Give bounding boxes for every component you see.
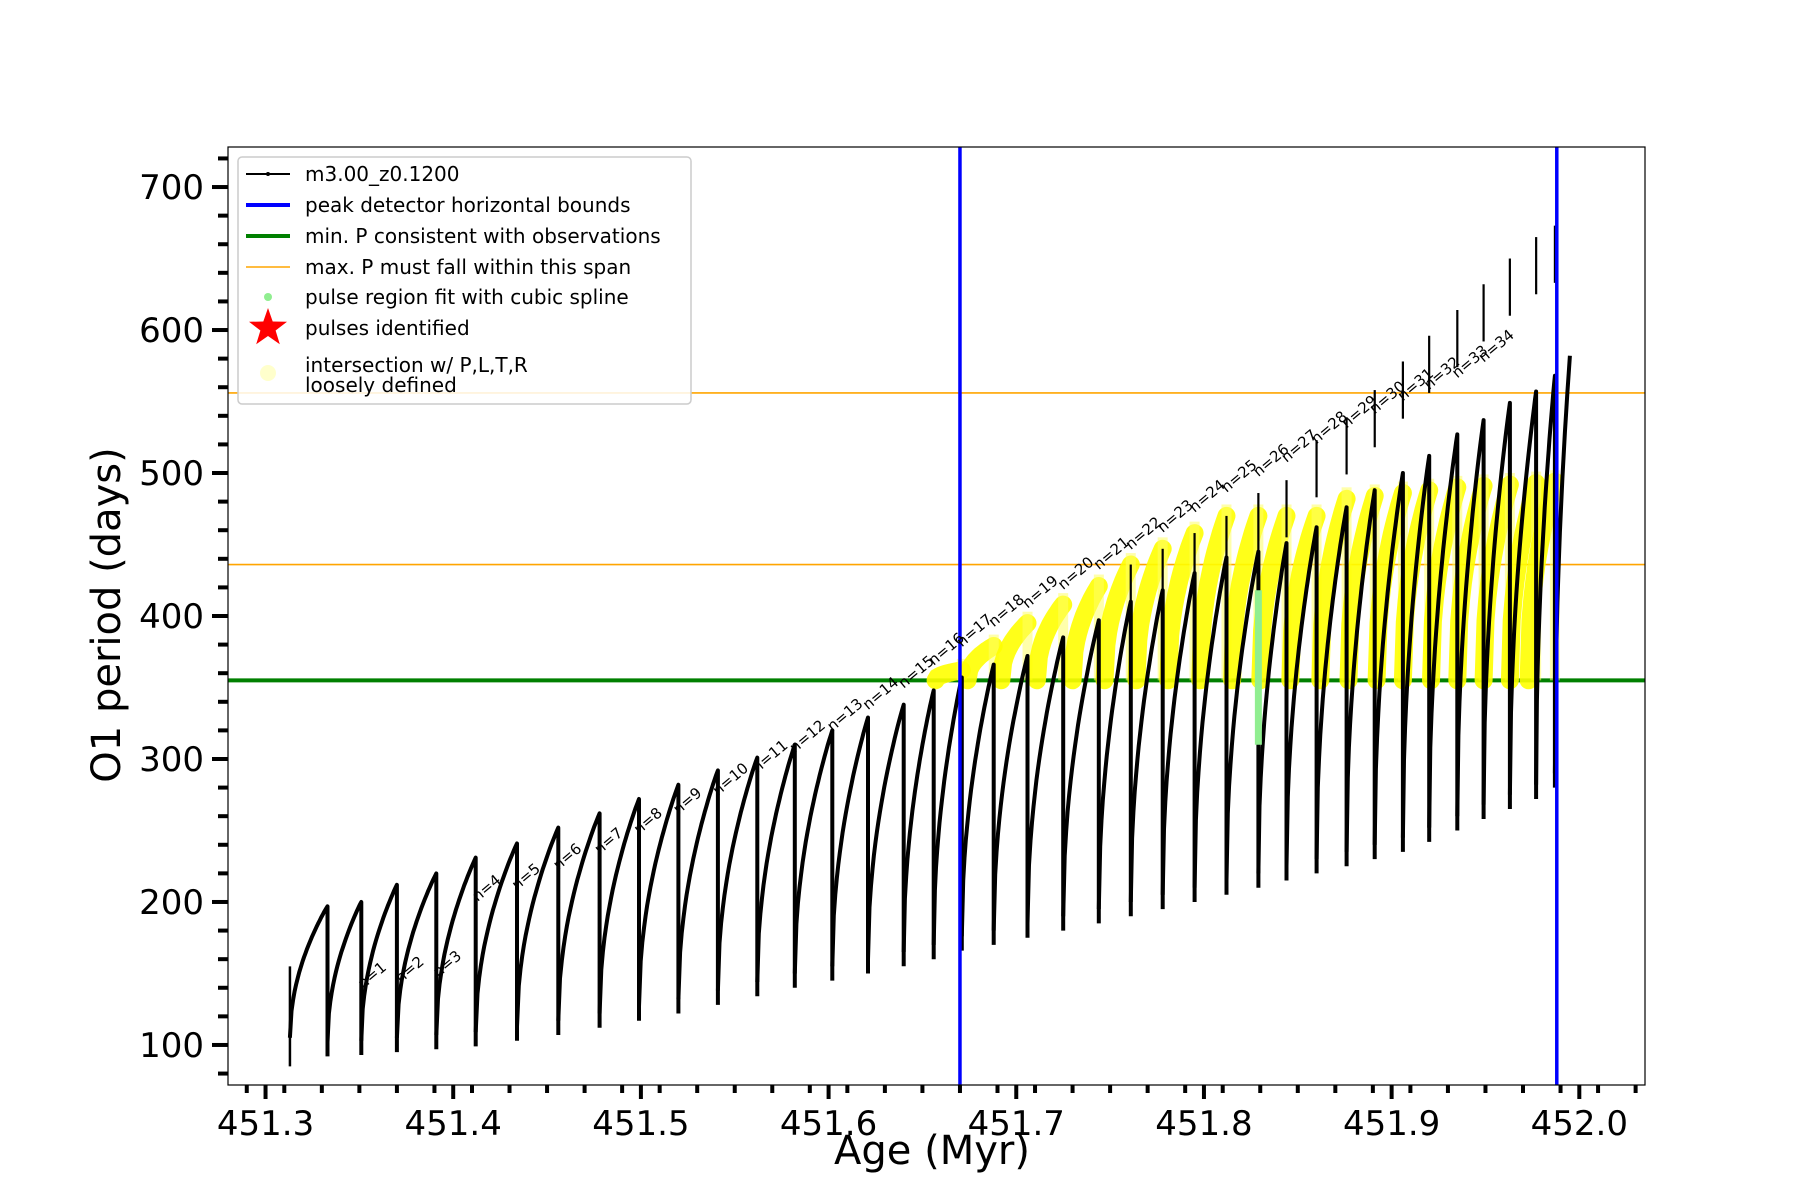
x-axis-label: Age (Myr) bbox=[834, 1128, 1030, 1174]
track-cycle-27 bbox=[1224, 549, 1261, 888]
track-cycle-38 bbox=[1534, 373, 1557, 788]
y-tick-label-3: 300 bbox=[139, 740, 204, 780]
track-cycle-17 bbox=[901, 688, 936, 960]
legend-label-4: max. P must fall within this span bbox=[305, 255, 631, 279]
track-cycle-19 bbox=[959, 662, 996, 945]
track-cycle-21 bbox=[1025, 635, 1066, 931]
track-cycle-26 bbox=[1192, 555, 1229, 895]
track-cycle-23 bbox=[1096, 599, 1133, 917]
x-tick-label-1: 451.3 bbox=[217, 1104, 314, 1144]
track-cycle-3 bbox=[359, 882, 399, 1053]
track-cycle-30 bbox=[1314, 505, 1349, 867]
legend-label-7-line2: loosely defined bbox=[305, 373, 457, 397]
x-tick-label-2: 451.4 bbox=[405, 1104, 502, 1144]
legend-marker-5 bbox=[264, 293, 272, 301]
track-cycle-16 bbox=[866, 702, 906, 967]
legend-label-5: pulse region fit with cubic spline bbox=[305, 285, 629, 309]
legend-label-2: peak detector horizontal bounds bbox=[305, 193, 631, 217]
legend-label-6: pulses identified bbox=[305, 316, 470, 340]
track-cycle-10 bbox=[637, 782, 681, 1014]
track-cycle-6 bbox=[473, 841, 519, 1041]
y-tick-label-6: 600 bbox=[139, 311, 204, 351]
yellow-spike-2 bbox=[988, 634, 999, 681]
track-cycle-1 bbox=[287, 904, 330, 1057]
track-cycle-25 bbox=[1160, 571, 1197, 902]
x-tick-label-7: 451.9 bbox=[1343, 1104, 1440, 1144]
x-tick-label-8: 452.0 bbox=[1531, 1104, 1628, 1144]
yellow-spike-3 bbox=[1022, 611, 1033, 681]
track-cycle-13 bbox=[755, 742, 797, 988]
track-cycle-32 bbox=[1372, 471, 1405, 852]
x-tick-label-3: 451.5 bbox=[592, 1104, 689, 1144]
track-cycle-31 bbox=[1344, 488, 1377, 860]
legend-label-3: min. P consistent with observations bbox=[305, 224, 661, 248]
track-cycle-15 bbox=[830, 715, 870, 974]
legend-marker-dot-1 bbox=[266, 172, 270, 176]
y-tick-label-4: 400 bbox=[139, 597, 204, 637]
track-cycle-22 bbox=[1061, 618, 1101, 924]
track-cycle-11 bbox=[676, 768, 720, 1005]
y-tick-label-5: 500 bbox=[139, 454, 204, 494]
x-tick-label-6: 451.8 bbox=[1155, 1104, 1252, 1144]
axes: 451.3 451.4 451.5 451.6 451.7 451.8 451.9 452.0… bbox=[139, 146, 1646, 1144]
track-cycle-14 bbox=[792, 728, 835, 981]
legend-label-7: intersection w/ P,L,T,R bbox=[305, 353, 528, 377]
legend-marker-7 bbox=[260, 365, 276, 381]
y-tick-label-7: 700 bbox=[139, 168, 204, 208]
track-cycle-36 bbox=[1481, 400, 1512, 809]
track-cycle-12 bbox=[715, 755, 760, 997]
period-track bbox=[287, 225, 1572, 1067]
track-cycle-20 bbox=[991, 654, 1030, 938]
track-cycle-24 bbox=[1128, 588, 1165, 910]
x-tick-label-5: 451.7 bbox=[968, 1104, 1065, 1144]
y-axis-label: O1 period (days) bbox=[84, 447, 130, 782]
track-cycle-4 bbox=[394, 871, 439, 1050]
track-cycle-8 bbox=[556, 811, 602, 1028]
track-cycle-29 bbox=[1284, 525, 1319, 874]
y-tick-label-2: 200 bbox=[139, 883, 204, 923]
track-cycle-35 bbox=[1455, 418, 1486, 819]
track-cycle-33 bbox=[1400, 453, 1432, 842]
track-cycle-9 bbox=[597, 797, 641, 1021]
legend-marker-6 bbox=[249, 308, 287, 345]
track-cycle-28 bbox=[1256, 541, 1289, 881]
track-cycle-7 bbox=[515, 825, 561, 1035]
legend-box bbox=[237, 156, 692, 405]
x-tick-label-4: 451.6 bbox=[780, 1104, 877, 1144]
track-cycle-18 bbox=[931, 675, 964, 951]
track-cycle-5 bbox=[434, 855, 478, 1047]
y-tick-label-1: 100 bbox=[139, 1026, 204, 1066]
track-cycle-37 bbox=[1507, 389, 1539, 799]
track-cycle-34 bbox=[1427, 432, 1460, 831]
track-cycle-2 bbox=[325, 900, 364, 1055]
legend-label-1: m3.00_z0.1200 bbox=[305, 162, 460, 186]
